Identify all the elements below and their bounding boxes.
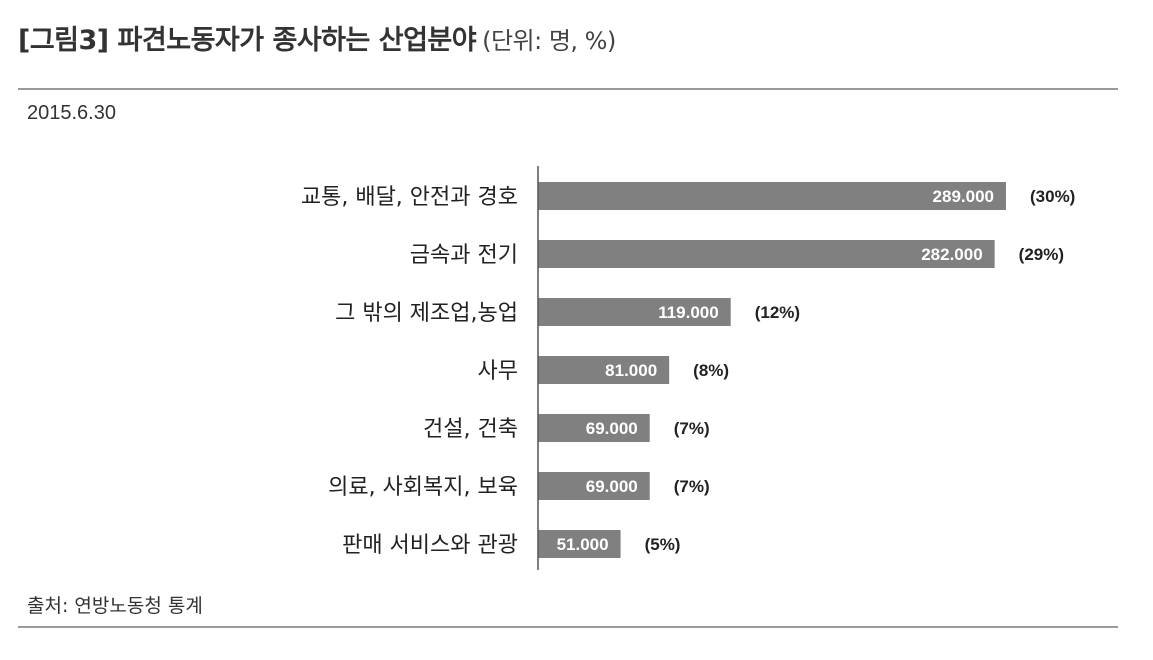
bar (538, 530, 621, 558)
bar-percent-label: (30%) (1030, 187, 1075, 206)
bar-percent-label: (7%) (674, 419, 710, 438)
bar (538, 356, 670, 384)
bar (538, 182, 1006, 210)
chart-title: [그림3] 파견노동자가 종사하는 산업분야 (18, 25, 477, 56)
bar-value-label: 81.000 (605, 361, 657, 380)
chart-unit-label: (단위: 명, %) (482, 27, 616, 55)
bar-value-label: 69.000 (586, 477, 638, 496)
category-label: 건설, 건축 (423, 417, 518, 442)
bar-percent-label: (5%) (645, 535, 681, 554)
source-label: 출처: 연방노동청 통계 (27, 595, 203, 617)
category-label: 사무 (478, 359, 518, 384)
date-label: 2015.6.30 (27, 102, 116, 124)
top-divider (18, 88, 1118, 90)
bar-value-label: 51.000 (557, 535, 609, 554)
bar-percent-label: (8%) (693, 361, 729, 380)
category-label: 그 밖의 제조업,농업 (335, 301, 518, 326)
bar-percent-label: (29%) (1019, 245, 1064, 264)
bottom-divider (18, 626, 1118, 628)
category-label: 교통, 배달, 안전과 경호 (301, 185, 518, 210)
bar (538, 240, 995, 268)
bar-value-label: 282.000 (921, 245, 982, 264)
category-label: 의료, 사회복지, 보육 (328, 475, 518, 500)
bar (538, 472, 650, 500)
bar (538, 414, 650, 442)
category-label: 판매 서비스와 관광 (342, 533, 518, 558)
bar-value-label: 69.000 (586, 419, 638, 438)
category-label: 금속과 전기 (410, 243, 518, 268)
chart-title-row: [그림3] 파견노동자가 종사하는 산업분야 (단위: 명, %) (18, 18, 616, 57)
bar-value-label: 119.000 (658, 303, 719, 322)
bar-value-label: 289.000 (933, 187, 994, 206)
bar-percent-label: (12%) (755, 303, 800, 322)
bar-percent-label: (7%) (674, 477, 710, 496)
bar (538, 298, 731, 326)
